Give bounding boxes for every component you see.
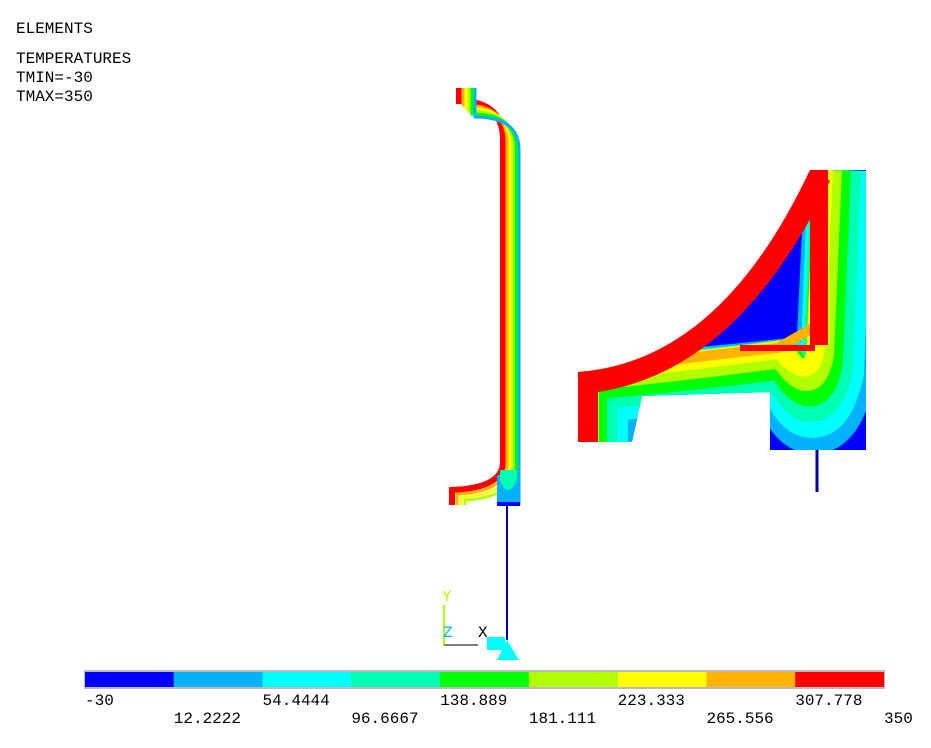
quantity-label: TEMPERATURES bbox=[16, 50, 131, 68]
support bbox=[487, 637, 505, 650]
legend-label: 54.4444 bbox=[263, 692, 330, 710]
triad-x-label: X bbox=[478, 624, 488, 642]
legend-band bbox=[351, 672, 441, 687]
detail-view bbox=[578, 170, 866, 450]
legend-label: 96.6667 bbox=[351, 710, 418, 728]
model-wall bbox=[449, 88, 521, 505]
mode-label: ELEMENTS bbox=[16, 20, 93, 38]
legend-band bbox=[706, 672, 796, 687]
legend-label: 307.778 bbox=[795, 692, 862, 710]
support-triangle bbox=[497, 640, 519, 660]
legend-band bbox=[262, 672, 352, 687]
legend-band bbox=[440, 672, 529, 687]
legend-label: 138.889 bbox=[440, 692, 507, 710]
legend-band bbox=[85, 672, 174, 687]
legend-band bbox=[528, 672, 618, 687]
legend-label: 12.2222 bbox=[174, 710, 241, 728]
triad-y-label: Y bbox=[442, 588, 452, 606]
legend-label: 223.333 bbox=[618, 692, 685, 710]
legend-label: -30 bbox=[85, 692, 114, 710]
tmax-label: TMAX=350 bbox=[16, 88, 93, 106]
legend-label: 350 bbox=[884, 710, 913, 728]
legend-band bbox=[795, 672, 884, 687]
legend-label: 265.556 bbox=[706, 710, 773, 728]
legend-band bbox=[173, 672, 263, 687]
triad-z-label: Z bbox=[443, 624, 453, 642]
legend-label: 181.111 bbox=[529, 710, 596, 728]
tmin-label: TMIN=-30 bbox=[16, 69, 93, 87]
legend-band bbox=[617, 672, 707, 687]
legend: -30 12.2222 54.4444 96.6667 138.889 181.111 22… bbox=[84, 670, 913, 728]
model-base-core bbox=[500, 470, 517, 490]
model-base-edge bbox=[497, 502, 520, 506]
